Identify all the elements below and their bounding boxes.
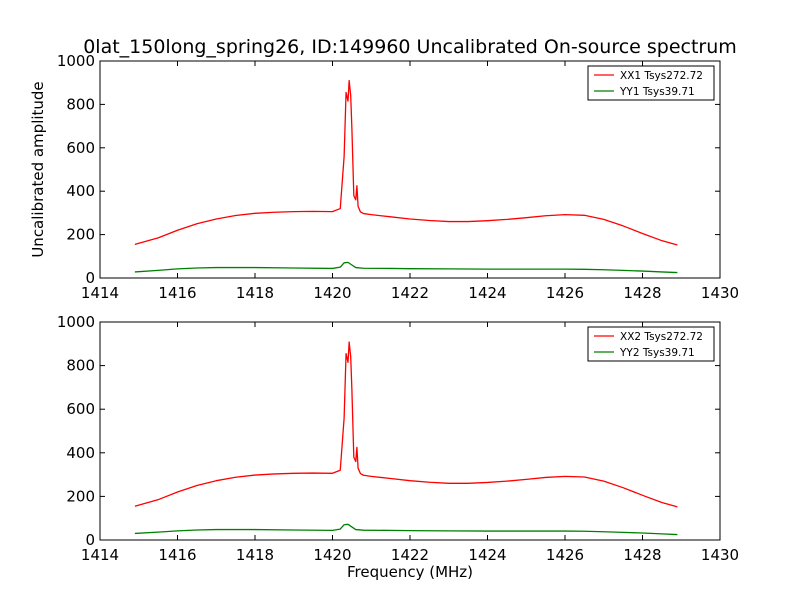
x-tick-label: 1416	[158, 546, 196, 564]
chart-title: 0lat_150long_spring26, ID:149960 Uncalib…	[83, 36, 737, 58]
x-tick-label: 1416	[158, 284, 196, 302]
series-line-2	[134, 261, 678, 274]
x-tick-label: 1422	[391, 284, 429, 302]
legend-entry: XX1 Tsys272.72	[620, 70, 703, 82]
y-tick-label: 400	[66, 444, 95, 462]
y-tick-label: 800	[66, 357, 95, 375]
series-line-1	[134, 79, 678, 246]
x-tick-label: 1424	[468, 546, 506, 564]
x-tick-label: 1428	[623, 284, 661, 302]
x-tick-label: 1414	[81, 284, 119, 302]
y-tick-label: 800	[66, 95, 95, 113]
x-tick-label: 1422	[391, 546, 429, 564]
y-tick-label: 200	[66, 226, 95, 244]
legend-box	[587, 326, 715, 362]
x-tick-label: 1430	[701, 546, 739, 564]
x-tick-label: 1414	[81, 546, 119, 564]
chart-panel-1: 1414 1416 1418 1420 1422 1424 1426 1428 1430 0 200…	[29, 52, 739, 302]
x-tick-label: 1420	[313, 546, 351, 564]
y-tick-label: 1000	[57, 313, 95, 331]
x-tick-label: 1430	[701, 284, 739, 302]
legend-entry: YY2 Tsys39.71	[619, 347, 695, 359]
x-tick-label: 1426	[546, 546, 584, 564]
legend-entry: YY1 Tsys39.71	[619, 86, 695, 98]
y-tick-label: 200	[66, 487, 95, 505]
legend: XX1 Tsys272.72 YY1 Tsys39.71	[587, 65, 715, 101]
x-tick-label: 1426	[546, 284, 584, 302]
y-tick-label: 600	[66, 400, 95, 418]
x-axis-label: Frequency (MHz)	[347, 563, 473, 581]
x-tick-label: 1420	[313, 284, 351, 302]
x-tick-label: 1428	[623, 546, 661, 564]
legend-box	[587, 65, 715, 101]
x-tick-label: 1424	[468, 284, 506, 302]
y-tick-label: 0	[85, 531, 95, 549]
y-axis-label: Uncalibrated amplitude	[29, 81, 47, 257]
series-line-1	[134, 341, 678, 508]
legend: XX2 Tsys272.72 YY2 Tsys39.71	[587, 326, 715, 362]
series-line-2	[134, 523, 678, 536]
chart-panel-2: 1414 1416 1418 1420 1422 1424 1426 1428 1430 0 200…	[57, 313, 739, 581]
x-tick-label: 1418	[236, 284, 274, 302]
y-tick-label: 400	[66, 182, 95, 200]
y-tick-label: 1000	[57, 52, 95, 70]
y-tick-label: 0	[85, 269, 95, 287]
legend-entry: XX2 Tsys272.72	[620, 331, 703, 343]
x-tick-label: 1418	[236, 546, 274, 564]
y-tick-label: 600	[66, 139, 95, 157]
